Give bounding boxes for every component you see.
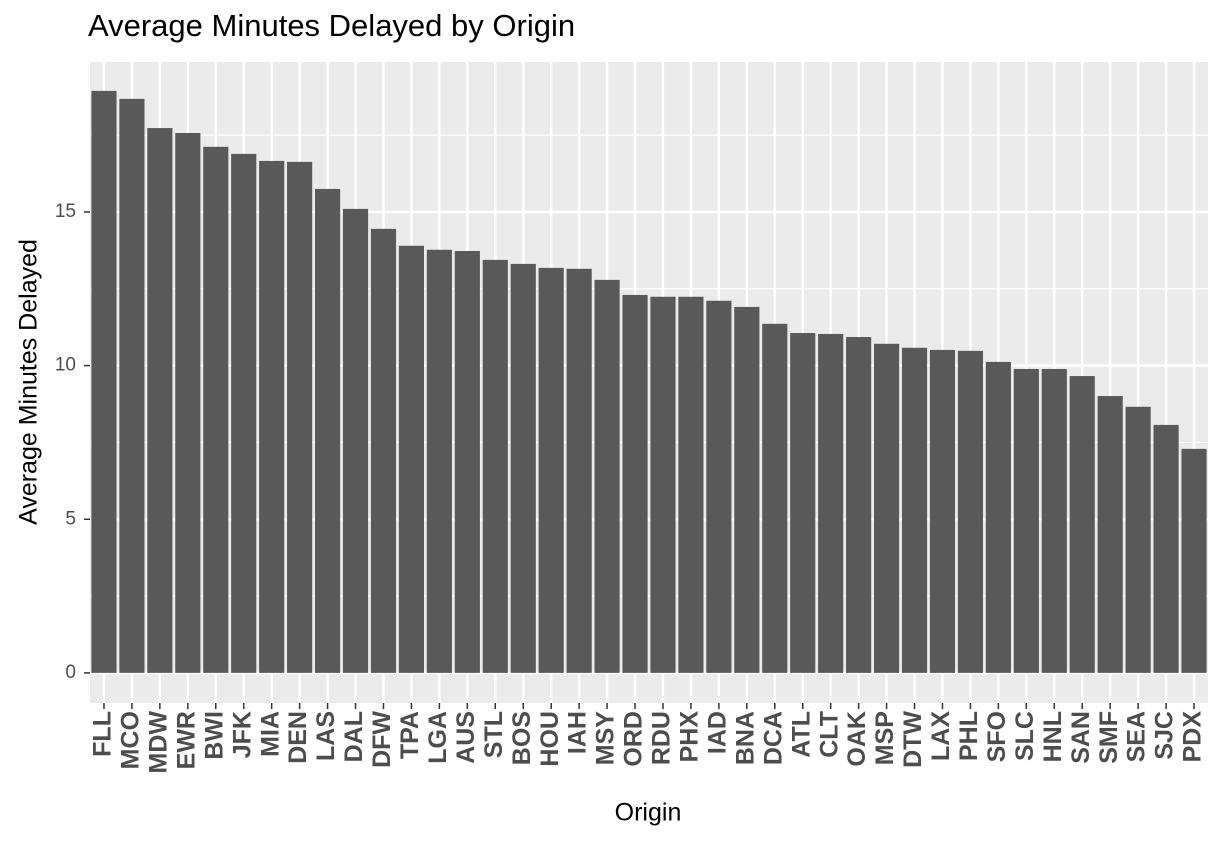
bar: [985, 361, 1011, 673]
bar: [1041, 368, 1067, 673]
x-tick-label: LAX: [927, 711, 955, 761]
x-tick-label: CLT: [815, 711, 843, 758]
bar: [1125, 406, 1151, 673]
bar: [1153, 424, 1179, 673]
x-tick-label: EWR: [172, 711, 200, 769]
x-tick-label: BOS: [508, 711, 536, 765]
bar: [846, 337, 872, 673]
bar: [706, 300, 732, 673]
x-tick-label: DFW: [368, 711, 396, 768]
bar: [203, 146, 229, 673]
x-tick-label: DAL: [340, 711, 368, 762]
x-tick-label: SJC: [1151, 711, 1179, 760]
x-tick-label: LGA: [424, 711, 452, 764]
bar: [259, 160, 285, 673]
x-tick-label: IAH: [564, 711, 592, 754]
x-tick-label: SMF: [1095, 711, 1123, 764]
x-tick-label: SAN: [1067, 711, 1095, 764]
x-tick-label: PHX: [676, 711, 704, 763]
bar: [398, 245, 425, 673]
x-tick-label: MSP: [871, 711, 899, 765]
x-tick-label: SLC: [1011, 711, 1039, 761]
bar: [314, 188, 341, 673]
x-tick-label: PHL: [955, 711, 983, 761]
bar: [650, 296, 676, 673]
bar: [119, 98, 145, 673]
x-tick-label: AUS: [452, 711, 480, 764]
x-tick-label: BWI: [200, 711, 228, 760]
bar: [1069, 376, 1095, 673]
bar: [901, 347, 928, 673]
bar: [873, 343, 900, 673]
x-tick-label: RDU: [648, 711, 676, 765]
x-tick-label: JFK: [228, 711, 256, 758]
bar: [734, 306, 760, 673]
x-tick-label: DEN: [284, 711, 312, 764]
x-tick-label: DTW: [899, 711, 927, 768]
bar: [454, 250, 480, 673]
x-tick-label: ATL: [787, 711, 815, 758]
bar: [538, 267, 564, 673]
plot-panel: [90, 62, 1208, 703]
bar: [147, 128, 173, 673]
x-tick-label: FLL: [89, 711, 117, 757]
x-tick-label: ORD: [620, 711, 648, 767]
bar: [510, 263, 536, 673]
x-tick-label: HNL: [1039, 711, 1067, 762]
x-tick-label: IAD: [703, 711, 731, 754]
x-tick-label: MCO: [117, 711, 145, 769]
x-tick-label: MIA: [256, 711, 284, 757]
bar: [342, 208, 369, 673]
bar: [929, 349, 956, 673]
bar: [790, 333, 816, 673]
bar: [762, 323, 788, 673]
x-tick-label: TPA: [396, 711, 424, 759]
y-tick-label: 5: [65, 508, 76, 529]
x-tick-label: MDW: [144, 711, 172, 774]
x-tick-label: SFO: [983, 711, 1011, 762]
x-tick-label: DCA: [759, 711, 787, 765]
bar: [566, 268, 592, 673]
bar: [818, 333, 844, 673]
bar: [957, 350, 984, 673]
x-tick-label: PDX: [1179, 711, 1207, 763]
bar: [1013, 368, 1039, 673]
bar: [1181, 448, 1207, 673]
x-tick-label: BNA: [731, 711, 759, 765]
bar: [426, 249, 452, 673]
y-tick-label: 10: [55, 355, 76, 376]
chart-title: Average Minutes Delayed by Origin: [88, 8, 575, 43]
y-tick-label: 15: [55, 201, 76, 222]
x-tick-label: LAS: [312, 711, 340, 761]
y-tick-label: 0: [65, 662, 76, 683]
x-tick-label: SEA: [1123, 711, 1151, 762]
bar: [622, 294, 648, 673]
bar: [287, 161, 313, 673]
bar: [678, 296, 704, 673]
x-tick-label: STL: [480, 711, 508, 758]
bar: [594, 279, 620, 673]
bar: [1097, 396, 1123, 673]
x-tick-label: OAK: [843, 711, 871, 767]
x-axis-title: Origin: [615, 799, 682, 827]
y-axis-title: Average Minutes Delayed: [15, 239, 43, 525]
bar: [482, 259, 508, 673]
bar: [175, 132, 201, 673]
x-tick-label: HOU: [536, 711, 564, 767]
bar: [231, 153, 257, 673]
x-tick-label: MSY: [592, 711, 620, 766]
bar: [91, 90, 117, 673]
bar: [370, 228, 397, 673]
